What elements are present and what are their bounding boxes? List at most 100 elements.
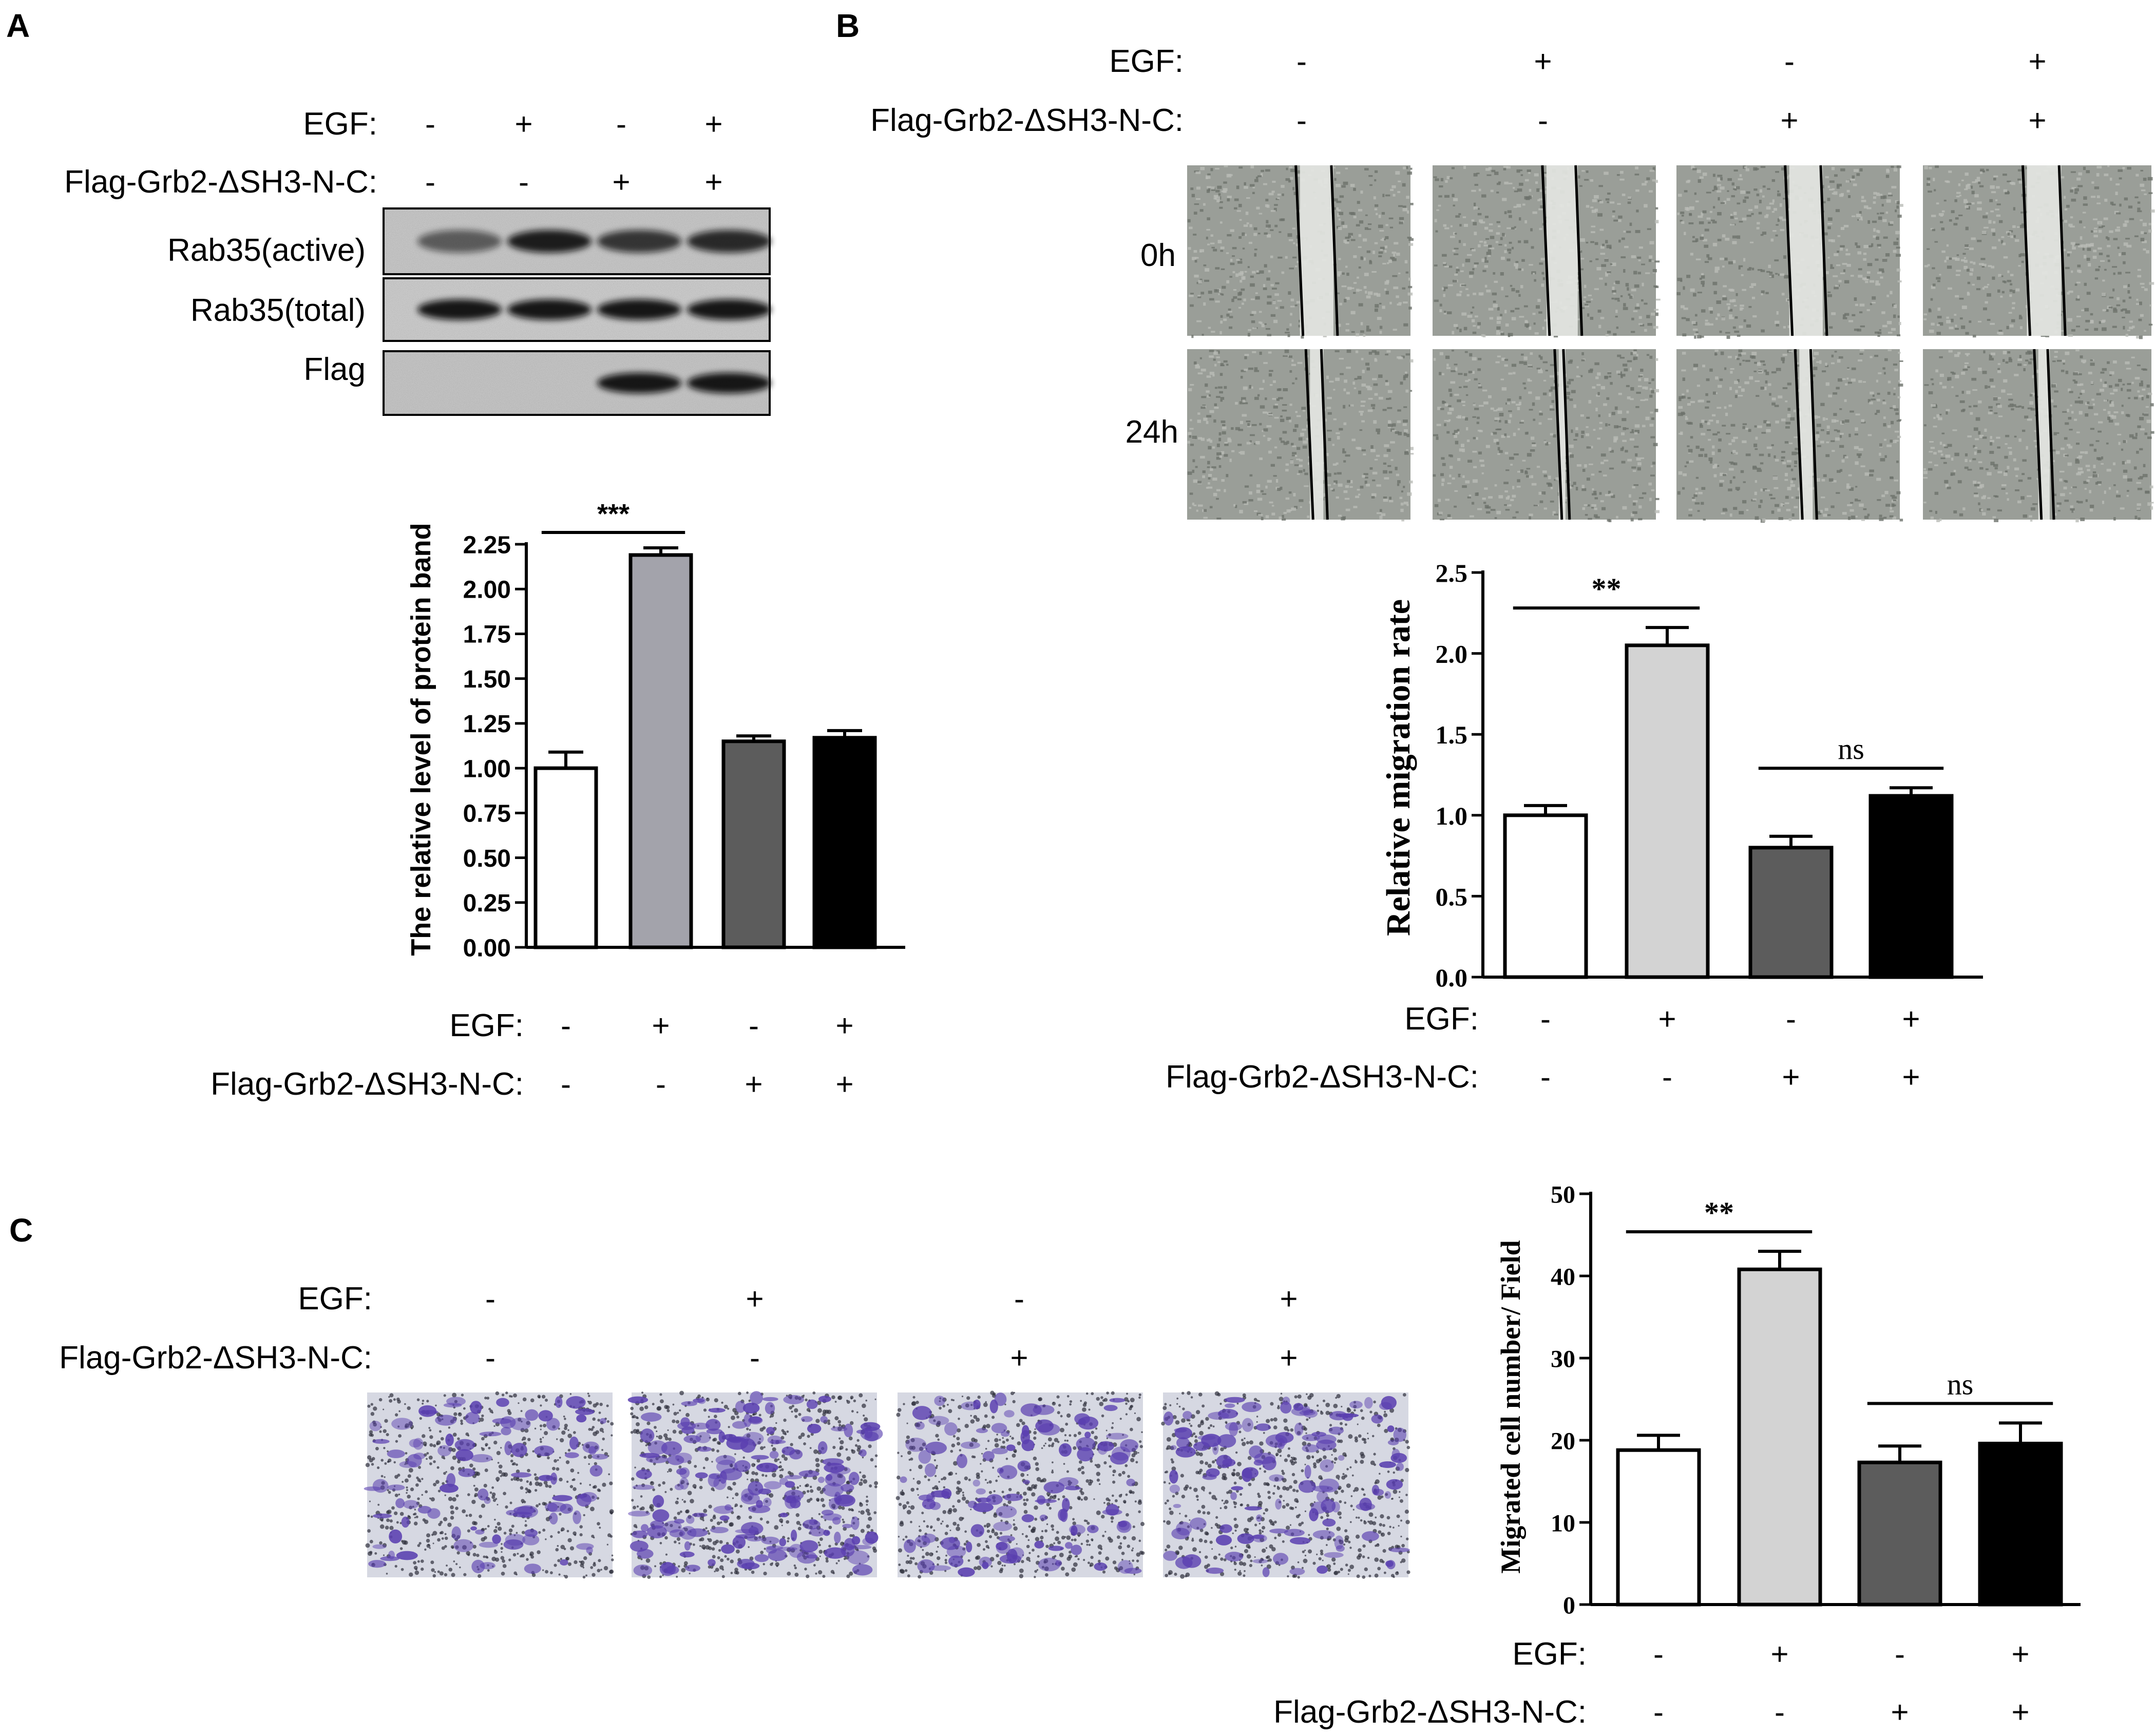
wound-speckle bbox=[2014, 374, 2019, 376]
wound-speckle bbox=[1448, 454, 1452, 457]
wound-speckle bbox=[1894, 430, 1899, 433]
wound-speckle bbox=[1232, 271, 1235, 274]
wound-speckle bbox=[1837, 235, 1841, 237]
wound-speckle bbox=[1592, 386, 1596, 389]
wound-speckle bbox=[1993, 175, 1998, 178]
wound-speckle bbox=[1333, 389, 1336, 391]
wound-speckle bbox=[1408, 277, 1411, 281]
wound-speckle bbox=[1588, 400, 1592, 404]
wound-speckle bbox=[1607, 201, 1609, 203]
wound-speckle bbox=[1686, 318, 1690, 321]
wound-speckle bbox=[1218, 432, 1222, 436]
wound-speckle bbox=[1777, 218, 1780, 222]
wound-speckle bbox=[1443, 288, 1446, 292]
wound-speckle bbox=[1855, 499, 1858, 502]
membrane-pore bbox=[520, 1410, 523, 1413]
wound-speckle bbox=[1373, 420, 1377, 424]
wound-speckle bbox=[2136, 450, 2139, 454]
wound-speckle bbox=[2138, 477, 2143, 480]
wound-speckle bbox=[1251, 424, 1257, 426]
wound-speckle bbox=[1383, 470, 1387, 474]
wound-speckle bbox=[1976, 177, 1980, 180]
wound-speckle bbox=[1229, 276, 1232, 278]
membrane-pore bbox=[481, 1437, 485, 1441]
wound-speckle bbox=[1950, 371, 1954, 373]
wound-speckle bbox=[1366, 326, 1369, 329]
wound-speckle bbox=[2021, 260, 2024, 263]
wound-speckle bbox=[1254, 370, 1260, 372]
wound-speckle bbox=[1346, 349, 1351, 353]
wound-speckle bbox=[1289, 370, 1292, 373]
wound-speckle bbox=[1821, 479, 1825, 482]
wound-speckle bbox=[1699, 221, 1704, 224]
wound-speckle bbox=[2077, 501, 2083, 504]
wound-speckle bbox=[1736, 293, 1738, 296]
wound-speckle bbox=[1875, 280, 1879, 284]
wound-speckle bbox=[1338, 226, 1342, 230]
wound-speckle bbox=[1634, 284, 1639, 288]
wound-speckle bbox=[1538, 355, 1541, 358]
membrane-pore bbox=[601, 1448, 603, 1451]
wound-speckle bbox=[1647, 228, 1652, 230]
wound-speckle bbox=[1653, 285, 1657, 288]
wound-speckle bbox=[1513, 453, 1519, 455]
wound-speckle bbox=[1744, 381, 1749, 385]
wound-speckle bbox=[1401, 490, 1403, 493]
wound-speckle bbox=[2025, 352, 2031, 355]
wound-speckle bbox=[1338, 323, 1341, 327]
wound-speckle bbox=[2129, 320, 2133, 323]
wound-speckle bbox=[1775, 171, 1779, 173]
wound-speckle bbox=[1848, 195, 1851, 198]
wound-speckle bbox=[1950, 472, 1955, 476]
wound-speckle bbox=[1645, 272, 1650, 274]
wound-speckle bbox=[1592, 488, 1594, 491]
wound-speckle bbox=[1732, 241, 1737, 244]
wound-speckle bbox=[2073, 372, 2078, 375]
wound-speckle bbox=[1876, 410, 1880, 413]
wound-speckle bbox=[1498, 181, 1501, 184]
wound-speckle bbox=[1200, 406, 1206, 409]
wound-speckle bbox=[1824, 332, 1827, 335]
wound-speckle bbox=[1566, 396, 1570, 399]
wound-speckle bbox=[1627, 201, 1631, 204]
membrane-pore bbox=[583, 1556, 587, 1560]
wound-speckle bbox=[1751, 355, 1756, 359]
wound-speckle bbox=[2125, 414, 2129, 417]
wound-speckle bbox=[2110, 392, 2114, 395]
wound-speckle bbox=[1872, 296, 1876, 300]
wound-speckle bbox=[2011, 408, 2014, 411]
wound-speckle bbox=[1579, 185, 1582, 187]
wound-speckle bbox=[1511, 288, 1515, 292]
wound-speckle bbox=[1883, 517, 1887, 519]
wound-speckle bbox=[1241, 397, 1246, 401]
wound-speckle bbox=[1500, 331, 1504, 333]
wound-speckle bbox=[1382, 409, 1387, 411]
wound-speckle bbox=[1233, 296, 1237, 299]
wound-speckle bbox=[1434, 504, 1439, 507]
wound-speckle bbox=[1227, 198, 1230, 202]
wound-speckle bbox=[1478, 384, 1481, 388]
wound-speckle bbox=[1695, 331, 1699, 333]
wound-speckle bbox=[1345, 485, 1349, 488]
wound-speckle bbox=[1232, 247, 1237, 250]
wound-speckle bbox=[1761, 293, 1763, 296]
wound-speckle bbox=[2111, 401, 2114, 405]
wound-speckle bbox=[1760, 270, 1765, 272]
wound-speckle bbox=[2075, 298, 2080, 301]
wound-speckle bbox=[1717, 407, 1722, 409]
wound-speckle bbox=[1444, 423, 1446, 427]
wound-speckle bbox=[1948, 170, 1952, 173]
membrane-pore bbox=[571, 1479, 574, 1481]
wound-speckle bbox=[1191, 194, 1195, 198]
wound-speckle bbox=[2069, 391, 2073, 393]
membrane-pore bbox=[398, 1434, 402, 1438]
wound-speckle bbox=[1876, 236, 1879, 240]
wound-speckle bbox=[1446, 176, 1450, 180]
wound-speckle bbox=[1887, 391, 1891, 395]
wound-speckle bbox=[1473, 325, 1476, 327]
wound-gap bbox=[2027, 165, 2062, 336]
wound-speckle bbox=[1847, 381, 1852, 384]
wound-speckle bbox=[1242, 414, 1247, 417]
membrane-pore bbox=[367, 1455, 372, 1460]
wound-speckle bbox=[1487, 249, 1491, 252]
